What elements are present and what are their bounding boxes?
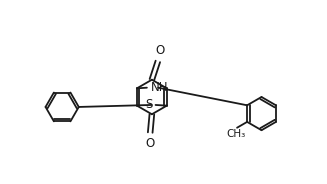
Text: S: S [146, 98, 153, 112]
Text: CH₃: CH₃ [226, 129, 245, 139]
Text: NH: NH [151, 81, 168, 94]
Text: O: O [146, 137, 155, 150]
Text: O: O [155, 45, 164, 57]
